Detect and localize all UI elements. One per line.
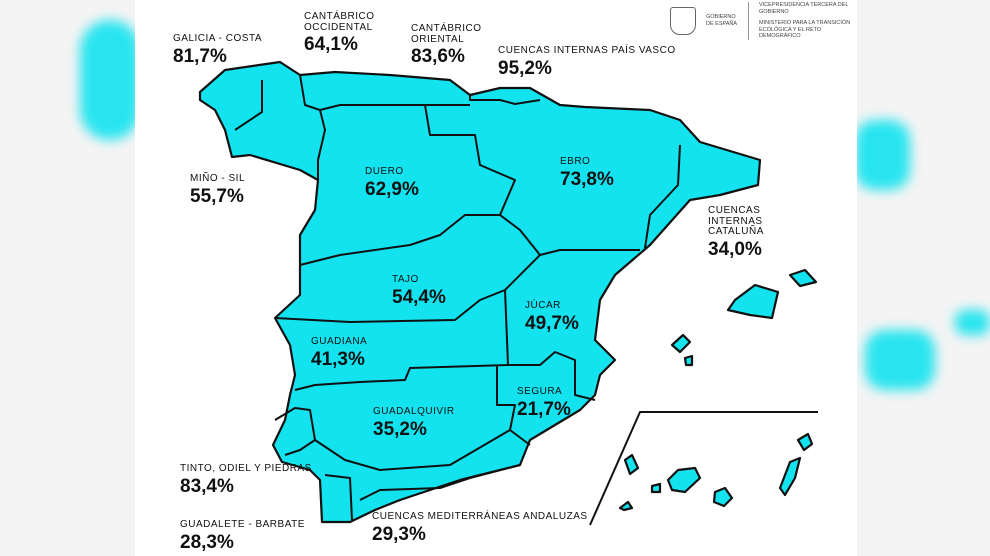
basin-guadiana: GUADIANA 41,3%: [311, 336, 368, 370]
canary-gomera: [650, 482, 662, 494]
mallorca-shape: [726, 283, 780, 320]
header: GOBIERNO DE ESPAÑA VICEPRESIDENCIA TERCE…: [670, 0, 854, 42]
basin-name: CUENCAS INTERNAS PAÍS VASCO: [498, 45, 676, 56]
background-blur: [865, 330, 935, 390]
basin-borders: [234, 74, 818, 526]
background-blur: [955, 310, 990, 335]
basin-value: 62,9%: [365, 178, 419, 200]
basin-value: 21,7%: [517, 398, 571, 420]
basin-value: 41,3%: [311, 348, 365, 370]
canary-tenerife: [666, 466, 702, 494]
basin-tajo: TAJO 54,4%: [392, 274, 446, 308]
basin-name: CANTÁBRICO ORIENTAL: [411, 23, 482, 45]
background-blur: [855, 120, 910, 190]
basin-value: 29,3%: [372, 523, 426, 545]
basin-guadalquivir: GUADALQUIVIR 35,2%: [373, 406, 455, 440]
peninsula-shape: [198, 60, 762, 524]
basin-value: 54,4%: [392, 286, 446, 308]
basin-name: GUADALETE - BARBATE: [180, 519, 305, 530]
basin-value: 49,7%: [525, 312, 579, 334]
menorca-shape: [788, 268, 818, 288]
canary-gran-canaria: [712, 486, 734, 508]
basin-value: 73,8%: [560, 168, 614, 190]
ministry-label: MINISTERIO PARA LA TRANSICIÓN ECOLÓGICA …: [759, 20, 851, 40]
basin-value: 28,3%: [180, 531, 234, 553]
background-blur: [80, 20, 140, 140]
coat-of-arms-icon: [670, 7, 696, 35]
canary-hierro: [618, 500, 634, 512]
basin-name: TINTO, ODIEL Y PIEDRAS: [180, 463, 312, 474]
basin-cantabrico-occidental: CANTÁBRICO OCCIDENTAL 64,1%: [304, 11, 375, 55]
basin-name: DUERO: [365, 166, 404, 177]
basin-galicia-costa: GALICIA - COSTA 81,7%: [173, 33, 262, 67]
canary-la-palma: [623, 453, 640, 476]
basin-name: CUENCAS INTERNAS CATALUÑA: [708, 205, 764, 237]
basin-name: GUADALQUIVIR: [373, 406, 455, 417]
basin-cantabrico-oriental: CANTÁBRICO ORIENTAL 83,6%: [411, 23, 482, 67]
basin-value: 34,0%: [708, 238, 762, 260]
basin-value: 35,2%: [373, 418, 427, 440]
basin-mediterraneas-andaluzas: CUENCAS MEDITERRÁNEAS ANDALUZAS 29,3%: [372, 511, 588, 545]
basin-segura: SEGURA 21,7%: [517, 386, 571, 420]
basin-pais-vasco: CUENCAS INTERNAS PAÍS VASCO 95,2%: [498, 45, 676, 79]
basin-name: GUADIANA: [311, 336, 368, 347]
basin-value: 55,7%: [190, 185, 244, 207]
basin-name: EBRO: [560, 156, 591, 167]
basin-value: 64,1%: [304, 34, 358, 55]
basin-name: GALICIA - COSTA: [173, 33, 262, 44]
vicepresidency-label: VICEPRESIDENCIA TERCERA DEL GOBIERNO: [759, 2, 849, 15]
basin-guadalete-barbate: GUADALETE - BARBATE 28,3%: [180, 519, 305, 553]
basin-value: 83,6%: [411, 46, 465, 67]
basin-value: 81,7%: [173, 45, 227, 67]
basin-name: MIÑO - SIL: [190, 173, 246, 184]
basin-value: 95,2%: [498, 57, 552, 79]
basin-name: TAJO: [392, 274, 419, 285]
basin-name: CUENCAS MEDITERRÁNEAS ANDALUZAS: [372, 511, 588, 522]
basin-jucar: JÚCAR 49,7%: [525, 300, 579, 334]
basin-ebro: EBRO 73,8%: [560, 156, 614, 190]
basin-value: 83,4%: [180, 475, 234, 497]
basin-duero: DUERO 62,9%: [365, 166, 419, 200]
basin-cataluna: CUENCAS INTERNAS CATALUÑA 34,0%: [708, 205, 818, 260]
canary-fuerteventura: [778, 456, 802, 497]
canary-lanzarote: [796, 432, 814, 452]
canary-box-line: [589, 411, 818, 526]
divider: [748, 2, 749, 40]
ibiza-shape: [670, 333, 692, 354]
gov-label: GOBIERNO DE ESPAÑA: [706, 14, 738, 27]
basin-tinto-odiel-piedras: TINTO, ODIEL Y PIEDRAS 83,4%: [180, 463, 312, 497]
basin-name: SEGURA: [517, 386, 563, 397]
basin-name: JÚCAR: [525, 300, 561, 311]
basin-name: CANTÁBRICO OCCIDENTAL: [304, 11, 375, 33]
basin-mino-sil: MIÑO - SIL 55,7%: [190, 173, 246, 207]
formentera-shape: [683, 354, 694, 367]
